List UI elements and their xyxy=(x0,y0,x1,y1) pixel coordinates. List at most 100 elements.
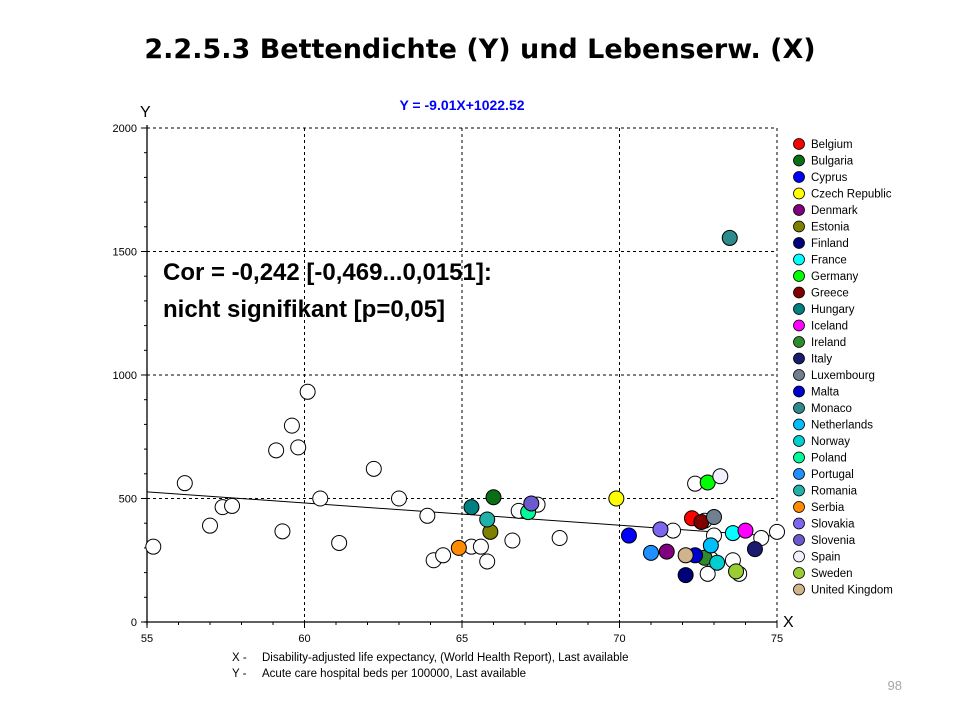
legend-label: France xyxy=(811,255,847,267)
data-point-unlabeled xyxy=(472,538,489,555)
legend-label: Spain xyxy=(811,552,840,564)
y-tick-label: 0 xyxy=(131,617,137,629)
x-tick-label: 70 xyxy=(613,633,625,645)
data-point-unlabeled xyxy=(268,442,285,459)
legend-swatch xyxy=(793,451,805,464)
legend-label: Hungary xyxy=(811,304,855,316)
x-tick-label: 75 xyxy=(771,633,783,645)
data-point-iceland xyxy=(737,522,754,539)
legend-swatch xyxy=(793,468,805,480)
data-point-spain xyxy=(712,468,729,485)
correlation-text-line1: Cor = -0,242 [-0,469...0,0151]: xyxy=(163,259,492,286)
legend-label: Portugal xyxy=(811,469,854,481)
y-axis-letter: Y xyxy=(140,104,151,121)
data-point-romania xyxy=(479,511,496,528)
legend-swatch xyxy=(793,435,805,447)
data-point-unlabeled xyxy=(290,439,307,456)
legend-label: Luxembourg xyxy=(811,370,875,382)
data-point-unlabeled xyxy=(331,534,348,551)
equation-label: Y = -9.01X+1022.52 xyxy=(399,97,524,113)
legend-label: Denmark xyxy=(811,205,858,217)
legend-swatch xyxy=(793,550,805,563)
data-point-unlabeled xyxy=(365,460,382,477)
y-description: Acute care hospital beds per 100000, Las… xyxy=(262,668,526,680)
data-point-serbia xyxy=(450,539,467,556)
legend-label: Czech Republic xyxy=(811,189,892,201)
data-point-portugal xyxy=(643,544,659,561)
data-point-unlabeled xyxy=(419,507,436,524)
legend-label: Greece xyxy=(811,288,849,300)
legend-label: Monaco xyxy=(811,403,852,415)
data-point-slovenia xyxy=(523,495,540,512)
x-tick-label: 55 xyxy=(141,633,153,645)
legend-label: Ireland xyxy=(811,337,846,349)
data-point-unlabeled xyxy=(504,532,521,549)
legend-swatch xyxy=(793,501,805,513)
legend-swatch xyxy=(793,567,805,579)
legend-swatch xyxy=(793,204,805,216)
data-point-unlabeled xyxy=(479,553,496,570)
y-tick-label: 1500 xyxy=(113,247,137,259)
data-point-norway xyxy=(709,554,726,571)
legend-swatch xyxy=(793,517,805,530)
data-point-czech-republic xyxy=(608,490,625,507)
legend-swatch xyxy=(793,534,805,546)
x-tick-label: 65 xyxy=(456,633,468,645)
legend-label: Iceland xyxy=(811,321,848,333)
legend-swatch xyxy=(793,171,805,183)
data-point-denmark xyxy=(658,543,675,560)
legend-label: Finland xyxy=(811,238,849,250)
y-tick-label: 500 xyxy=(119,494,137,506)
x-axis-letter: X xyxy=(783,614,794,631)
y-tick-label: 1000 xyxy=(113,370,137,382)
legend-label: Serbia xyxy=(811,502,845,514)
data-point-hungary xyxy=(463,499,480,516)
legend-swatch xyxy=(793,385,805,398)
legend-label: Poland xyxy=(811,453,847,465)
data-point-unlabeled xyxy=(224,497,241,514)
legend-swatch xyxy=(793,319,805,332)
legend-swatch xyxy=(793,369,805,381)
data-point-unlabeled xyxy=(312,490,329,507)
legend-label: United Kingdom xyxy=(811,585,893,597)
data-point-unlabeled xyxy=(769,523,785,540)
legend-swatch xyxy=(793,336,805,348)
legend-label: Germany xyxy=(811,271,859,283)
page-number: 98 xyxy=(887,678,902,693)
data-point-finland xyxy=(677,567,694,584)
data-point-slovakia xyxy=(652,521,669,538)
data-point-monaco xyxy=(721,229,738,246)
legend-label: Sweden xyxy=(811,568,853,580)
legend-swatch xyxy=(793,253,805,266)
legend-label: Belgium xyxy=(811,139,853,151)
legend-swatch xyxy=(793,154,805,167)
data-point-cyprus xyxy=(620,527,637,544)
legend-swatch xyxy=(793,270,805,282)
legend-label: Malta xyxy=(811,387,840,399)
data-point-bulgaria xyxy=(485,489,502,506)
data-point-unlabeled xyxy=(551,530,568,547)
x-tick-label: 60 xyxy=(298,633,310,645)
legend-swatch xyxy=(793,484,805,497)
data-point-germany xyxy=(699,474,716,491)
correlation-text-line2: nicht signifikant [p=0,05] xyxy=(163,296,445,323)
legend-swatch xyxy=(793,418,805,431)
y-tick-label: 2000 xyxy=(113,123,137,135)
legend-label: Cyprus xyxy=(811,172,848,184)
data-points xyxy=(145,229,785,584)
legend-label: Italy xyxy=(811,354,832,366)
data-point-luxembourg xyxy=(706,509,722,526)
data-point-netherlands xyxy=(702,537,719,554)
grid-lines xyxy=(147,127,778,622)
data-point-united-kingdom xyxy=(677,547,694,564)
legend-swatch xyxy=(793,220,805,233)
legend-label: Netherlands xyxy=(811,420,873,432)
axes: 55 60 65 70 75 0 500 1000 1500 2000 xyxy=(113,123,784,645)
legend-swatch xyxy=(793,402,805,414)
legend-label: Estonia xyxy=(811,222,850,234)
data-point-unlabeled xyxy=(435,547,452,564)
slide-title: 2.2.5.3 Bettendichte (Y) und Lebenserw. … xyxy=(144,34,816,65)
legend-label: Slovakia xyxy=(811,519,855,531)
data-point-unlabeled xyxy=(274,523,291,540)
